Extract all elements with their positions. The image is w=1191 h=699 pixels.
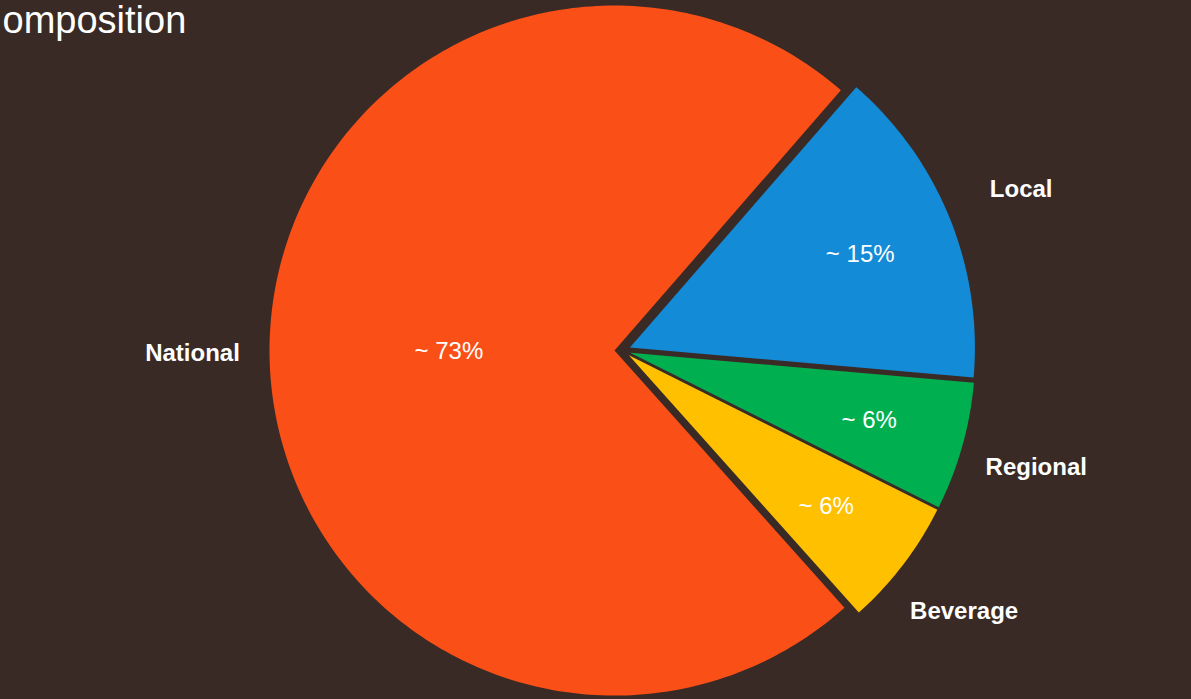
svg-text:Regional: Regional [986,453,1087,480]
svg-text:~ 6%: ~ 6% [842,406,897,433]
svg-text:Local: Local [990,175,1053,202]
svg-text:omposition: omposition [3,0,187,41]
svg-text:Beverage: Beverage [910,597,1018,624]
svg-text:~ 15%: ~ 15% [826,240,895,267]
svg-text:~ 73%: ~ 73% [415,337,484,364]
svg-text:National: National [145,339,240,366]
svg-text:~ 6%: ~ 6% [799,492,854,519]
